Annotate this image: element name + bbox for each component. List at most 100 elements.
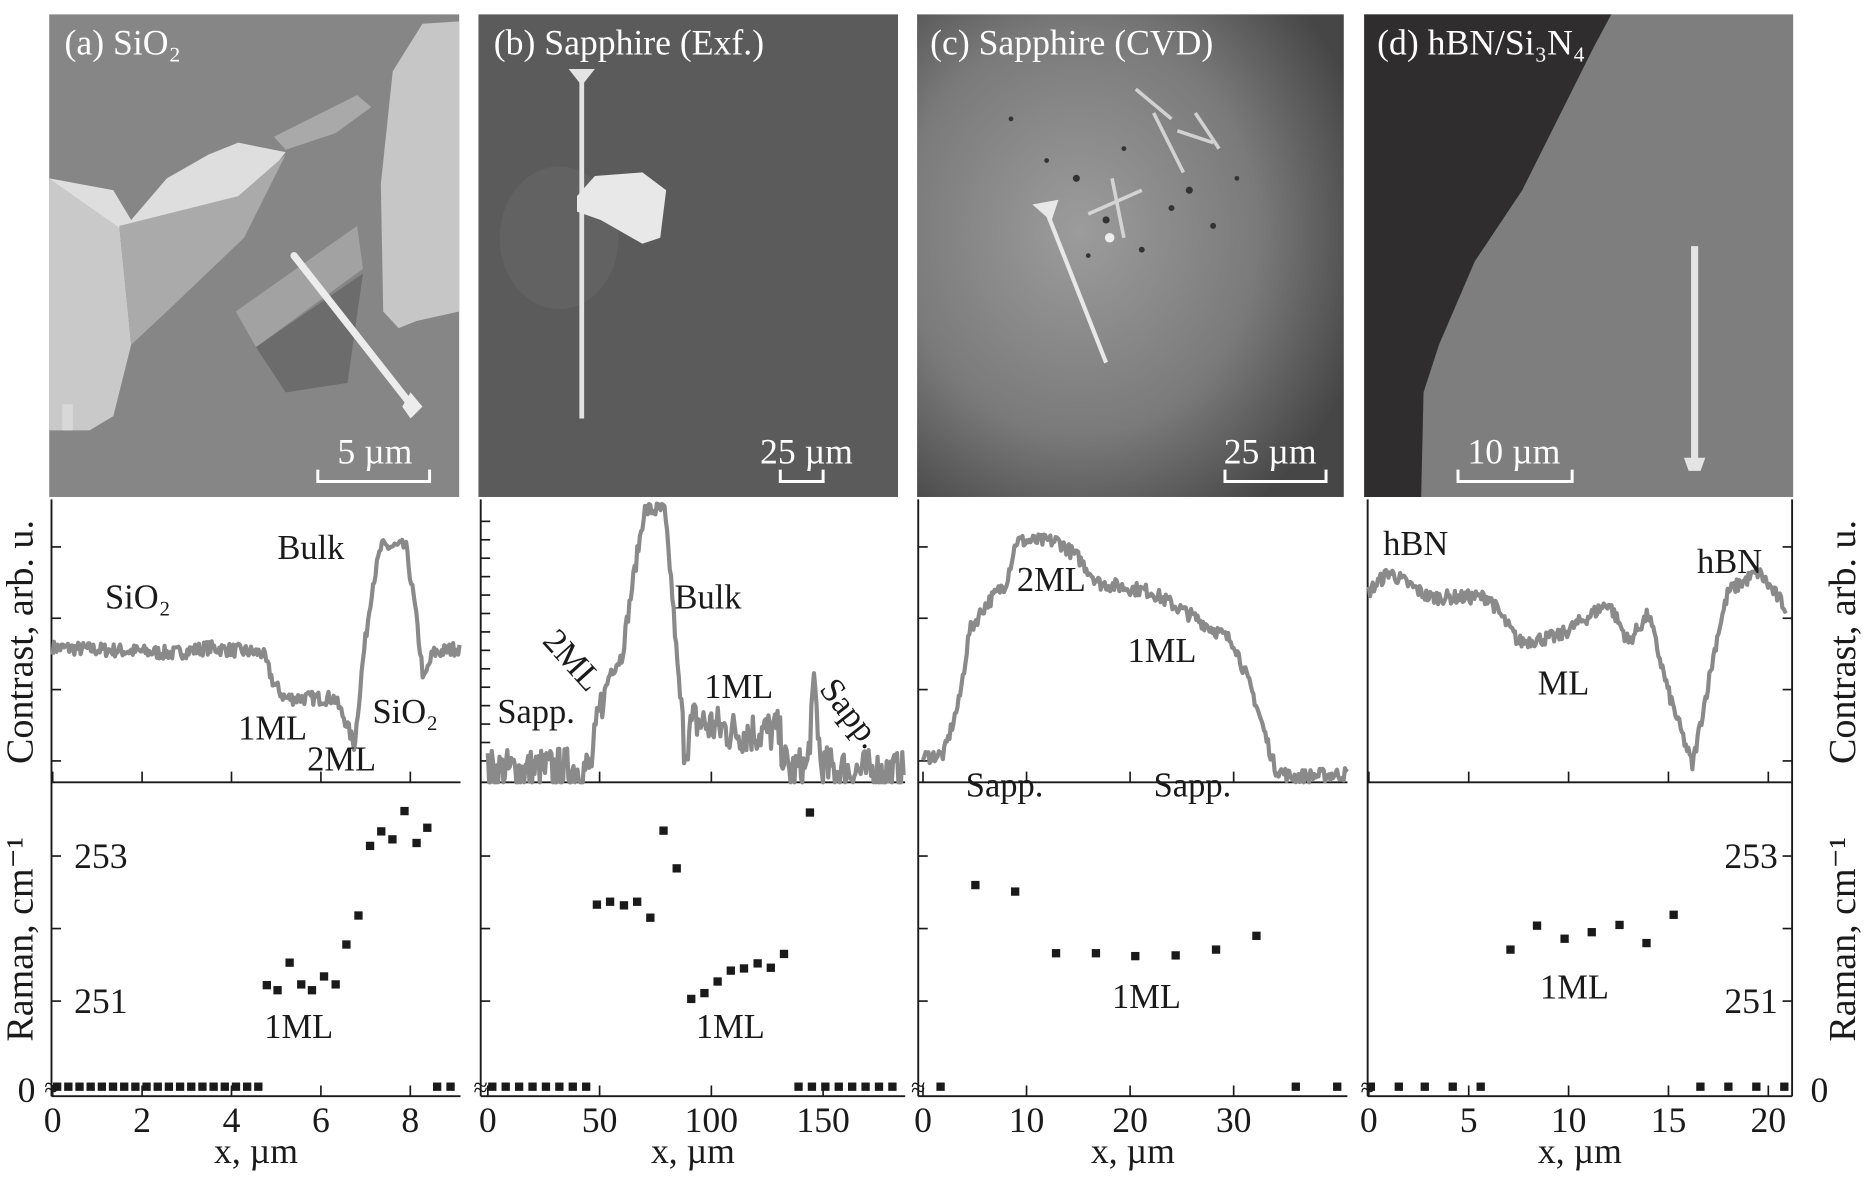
contrast-annotation: 1ML [1127,632,1196,670]
raman-point [971,880,980,890]
raman-point [687,994,696,1004]
panel-title: (d) hBN/Si₃N₄ [1377,23,1585,63]
scale-bar [1223,469,1328,484]
raman-y-label-right: Raman, cm⁻¹ [1822,837,1864,1042]
contrast-annotation: hBN [1697,543,1762,581]
raman-point [1091,949,1101,958]
raman-point [1642,938,1651,948]
raman-point [726,966,735,975]
raman-y-tick-label: 251 [74,981,127,1021]
raman-point [307,986,317,995]
raman-point [1211,945,1221,954]
raman-zero-point [142,1082,151,1091]
raman-zero-point [97,1082,107,1091]
raman-point [1051,949,1061,958]
raman-zero-label-right: 0 [1811,1070,1829,1110]
contrast-annotation: 2ML [535,622,609,699]
raman-point [285,958,294,967]
raman-zero-point [1780,1082,1789,1091]
raman-zero-point [834,1082,843,1091]
raman-point [400,806,409,816]
raman-zero-point [488,1082,497,1091]
contrast-annotation: Sapp. [812,671,890,756]
raman-zero-point [1394,1082,1403,1091]
contrast-annotation: Bulk [674,579,742,617]
scale-bar-label: 5 µm [337,432,412,472]
raman-point [646,913,655,922]
raman-point [1532,921,1542,930]
raman-zero-point [848,1082,857,1091]
raman-zero-point [888,1082,897,1091]
raman-point [1171,951,1180,960]
raman-zero-point [198,1082,207,1091]
raman-zero-point [52,1082,62,1091]
plot-panel-c: 0 10 20 30 x, µm ≈2ML 1ML Sapp. Sapp. 1ML [911,499,1349,1171]
x-axis-label: x, µm [1538,1131,1622,1171]
raman-point [1131,951,1140,961]
raman-zero-point [568,1082,577,1091]
x-axis-label: x, µm [214,1131,298,1171]
raman-point [766,963,775,972]
contrast-annotation: Sapp. [966,767,1044,805]
raman-y-label-left: Raman, cm⁻¹ [0,837,41,1042]
micrograph-a [49,14,460,497]
raman-zero-point [1291,1082,1300,1091]
x-tick-label: 0 [1360,1100,1378,1140]
x-tick-label: 20 [1751,1100,1787,1140]
raman-point [1560,934,1569,943]
raman-point [713,977,722,986]
raman-zero-label-left: 0 [18,1070,36,1110]
contrast-y-label-right: Contrast, arb. u. [1822,520,1864,764]
contrast-annotation: ML [1538,664,1590,702]
raman-zero-point [794,1082,803,1091]
contrast-curve [921,532,1349,785]
x-tick-label: 8 [401,1100,419,1140]
raman-zero-point [1448,1082,1457,1091]
raman-zero-point [555,1082,564,1091]
scale-bar-label: 25 µm [1224,432,1317,472]
raman-zero-point [446,1082,455,1091]
raman-point [805,808,815,817]
panel-title: (b) Sapphire (Exf.) [494,23,764,63]
raman-point [1615,920,1624,930]
raman-zero-point [1333,1082,1342,1091]
raman-zero-point [209,1082,218,1091]
scale-bar-label: 25 µm [760,432,853,472]
raman-point [365,841,375,851]
contrast-annotation: Bulk [277,529,345,567]
raman-zero-point [187,1082,196,1091]
raman-zero-point [1724,1082,1733,1091]
x-tick-label: 5 [1460,1100,1478,1140]
raman-point [273,986,282,995]
raman-zero-point [131,1082,140,1091]
x-tick-label: 0 [914,1100,932,1140]
raman-zero-point [175,1082,185,1091]
raman-zero-point [164,1082,174,1091]
raman-point [1010,887,1020,896]
raman-zero-point [220,1082,229,1091]
contrast-annotation: SiO₂ [373,693,439,731]
contrast-annotation: 2ML [307,740,376,778]
raman-zero-point [75,1082,84,1091]
contrast-curve [50,537,462,752]
x-tick-label: 150 [796,1100,849,1140]
raman-zero-point [1476,1082,1485,1091]
raman-point [659,826,668,835]
raman-point [319,972,329,981]
x-tick-label: 50 [582,1100,618,1140]
raman-point [1252,931,1261,940]
raman-point [423,823,432,832]
raman-point [700,988,709,998]
x-tick-label: 6 [312,1100,330,1140]
x-tick-label: 10 [1551,1100,1587,1140]
raman-zero-point [541,1082,551,1091]
raman-zero-point [528,1082,537,1091]
raman-point [331,980,340,989]
contrast-curve [485,501,906,785]
raman-y-tick-label: 253 [74,836,127,876]
raman-annotation: 1ML [1112,978,1181,1016]
raman-point [779,949,789,959]
raman-point [1587,928,1596,937]
